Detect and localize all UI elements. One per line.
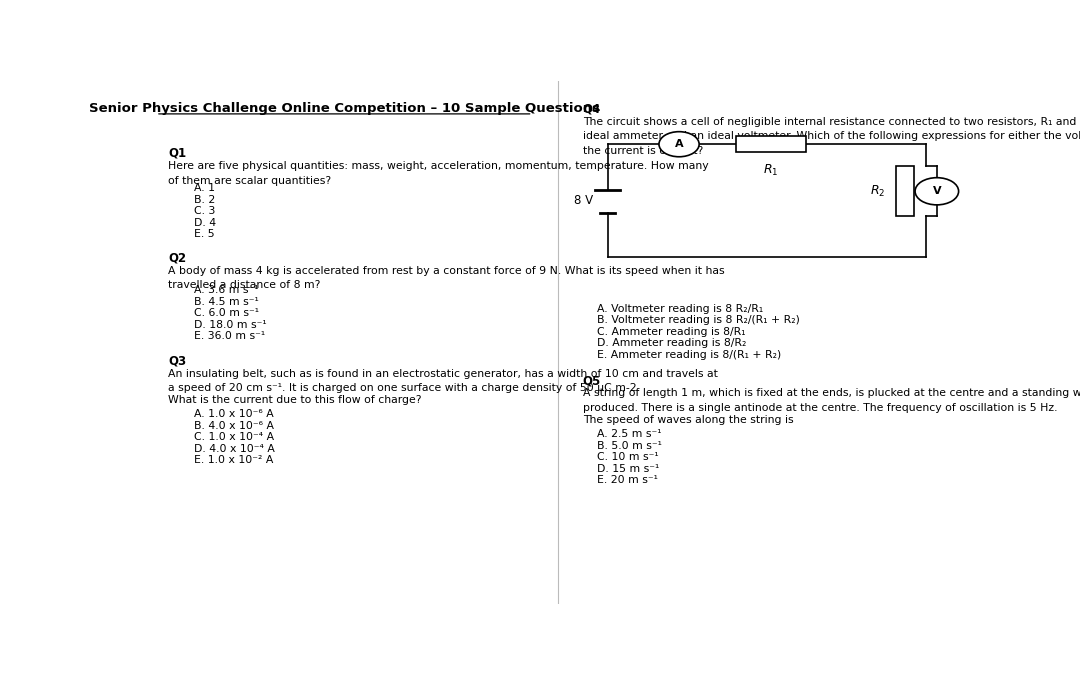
Text: E. 20 m s⁻¹: E. 20 m s⁻¹ xyxy=(597,475,658,485)
Text: B. 4.5 m s⁻¹: B. 4.5 m s⁻¹ xyxy=(193,297,258,307)
Bar xyxy=(735,136,807,152)
Text: What is the current due to this flow of charge?: What is the current due to this flow of … xyxy=(168,395,422,405)
Circle shape xyxy=(915,178,959,205)
Text: An insulating belt, such as is found in an electrostatic generator, has a width : An insulating belt, such as is found in … xyxy=(168,369,718,393)
Text: Q5: Q5 xyxy=(583,374,602,387)
Text: D. 15 m s⁻¹: D. 15 m s⁻¹ xyxy=(597,464,659,474)
Text: B. 2: B. 2 xyxy=(193,195,215,205)
Circle shape xyxy=(659,132,699,157)
Text: E. 36.0 m s⁻¹: E. 36.0 m s⁻¹ xyxy=(193,331,265,342)
Text: E. 5: E. 5 xyxy=(193,230,214,240)
Text: B. Voltmeter reading is 8 R₂/(R₁ + R₂): B. Voltmeter reading is 8 R₂/(R₁ + R₂) xyxy=(597,315,800,325)
Text: C. Ammeter reading is 8/R₁: C. Ammeter reading is 8/R₁ xyxy=(597,327,745,337)
Text: A. Voltmeter reading is 8 R₂/R₁: A. Voltmeter reading is 8 R₂/R₁ xyxy=(597,304,764,314)
Text: Senior Physics Challenge Online Competition – 10 Sample Questions: Senior Physics Challenge Online Competit… xyxy=(89,103,599,115)
Text: V: V xyxy=(932,186,941,196)
Text: Q4: Q4 xyxy=(583,103,602,115)
Text: $R_1$: $R_1$ xyxy=(764,162,779,178)
Text: A body of mass 4 kg is accelerated from rest by a constant force of 9 N. What is: A body of mass 4 kg is accelerated from … xyxy=(168,265,725,291)
Text: Here are five physical quantities: mass, weight, acceleration, momentum, tempera: Here are five physical quantities: mass,… xyxy=(168,161,710,186)
Text: E. Ammeter reading is 8/(R₁ + R₂): E. Ammeter reading is 8/(R₁ + R₂) xyxy=(597,350,781,360)
Text: The speed of waves along the string is: The speed of waves along the string is xyxy=(583,415,794,425)
Bar xyxy=(895,166,915,217)
Text: E. 1.0 x 10⁻² A: E. 1.0 x 10⁻² A xyxy=(193,456,273,465)
Text: C. 1.0 x 10⁻⁴ A: C. 1.0 x 10⁻⁴ A xyxy=(193,433,273,442)
Text: C. 6.0 m s⁻¹: C. 6.0 m s⁻¹ xyxy=(193,308,258,318)
Text: 8 V: 8 V xyxy=(573,194,593,206)
Text: D. 4.0 x 10⁻⁴ A: D. 4.0 x 10⁻⁴ A xyxy=(193,444,274,454)
Text: A. 3.6 m s⁻¹: A. 3.6 m s⁻¹ xyxy=(193,285,258,295)
Text: Q1: Q1 xyxy=(168,147,187,160)
Text: Q3: Q3 xyxy=(168,354,187,367)
Text: A. 1.0 x 10⁻⁶ A: A. 1.0 x 10⁻⁶ A xyxy=(193,409,273,420)
Text: A. 1: A. 1 xyxy=(193,183,215,194)
Text: C. 3: C. 3 xyxy=(193,206,215,217)
Text: C. 10 m s⁻¹: C. 10 m s⁻¹ xyxy=(597,452,659,462)
Text: B. 4.0 x 10⁻⁶ A: B. 4.0 x 10⁻⁶ A xyxy=(193,421,273,430)
Text: A: A xyxy=(675,139,684,149)
Text: A. 2.5 m s⁻¹: A. 2.5 m s⁻¹ xyxy=(597,429,662,439)
Text: D. Ammeter reading is 8/R₂: D. Ammeter reading is 8/R₂ xyxy=(597,338,746,348)
Text: Q2: Q2 xyxy=(168,251,187,264)
Text: $R_2$: $R_2$ xyxy=(869,184,885,199)
Text: D. 4: D. 4 xyxy=(193,218,216,228)
Text: A string of length 1 m, which is fixed at the ends, is plucked at the centre and: A string of length 1 m, which is fixed a… xyxy=(583,388,1080,414)
Text: D. 18.0 m s⁻¹: D. 18.0 m s⁻¹ xyxy=(193,320,266,330)
Text: The circuit shows a cell of negligible internal resistance connected to two resi: The circuit shows a cell of negligible i… xyxy=(583,117,1080,156)
Text: B. 5.0 m s⁻¹: B. 5.0 m s⁻¹ xyxy=(597,441,662,451)
